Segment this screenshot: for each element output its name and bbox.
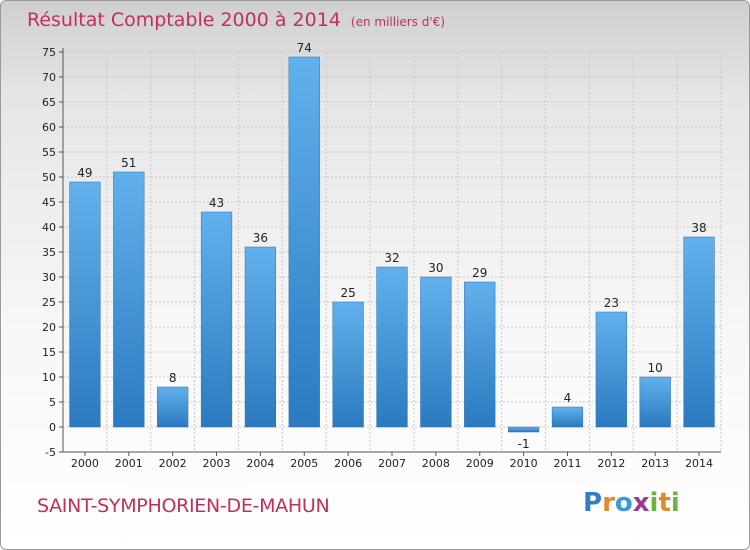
logo-letter: r	[602, 488, 615, 518]
y-tick-label: 50	[42, 171, 56, 184]
x-tick-label: 2009	[466, 457, 494, 470]
y-tick-label: 35	[42, 246, 56, 259]
bar	[244, 246, 277, 428]
data-label: 38	[691, 221, 706, 235]
y-tick-label: 15	[42, 346, 56, 359]
bar	[288, 56, 320, 428]
x-tick-label: 2005	[290, 457, 318, 470]
data-label: 51	[121, 156, 136, 170]
data-label: 29	[472, 266, 487, 280]
y-tick-label: 65	[42, 96, 56, 109]
x-tick-label: 2001	[115, 457, 143, 470]
x-tick-label: 2000	[71, 457, 99, 470]
data-label: -1	[518, 437, 530, 451]
data-label: 30	[428, 261, 443, 275]
y-tick-label: 40	[42, 221, 56, 234]
bar	[595, 311, 627, 428]
chart-title-text: Résultat Comptable 2000 à 2014	[27, 9, 341, 31]
y-tick-label: 75	[42, 46, 56, 59]
data-label: 74	[297, 41, 312, 55]
x-tick-label: 2002	[159, 457, 187, 470]
logo-letter: x	[632, 488, 650, 518]
x-tick-label: 2010	[510, 457, 538, 470]
axes	[59, 48, 721, 456]
y-tick-label: 10	[42, 371, 56, 384]
x-tick-label: 2006	[334, 457, 362, 470]
y-tick-label: 45	[42, 196, 56, 209]
x-tick-label: 2014	[685, 457, 713, 470]
x-tick-label: 2012	[597, 457, 625, 470]
bar	[332, 301, 364, 428]
data-label: 8	[169, 371, 177, 385]
y-tick-label: 5	[49, 396, 56, 409]
bar	[551, 406, 584, 428]
proxiti-logo[interactable]: Proxiti	[583, 488, 680, 518]
bar	[420, 276, 452, 428]
y-tick-label: 70	[42, 71, 56, 84]
logo-letter: o	[614, 488, 633, 518]
bar	[376, 266, 408, 428]
x-tick-label: 2003	[203, 457, 231, 470]
data-label: 49	[77, 166, 92, 180]
y-tick-label: 0	[49, 421, 56, 434]
logo-letter: t	[658, 488, 671, 518]
data-labels: 49 51 8 43 36 74 25 32 30 29 -1 4 23 10 38	[77, 41, 706, 451]
x-tick-label: 2007	[378, 457, 406, 470]
x-tick-label: 2013	[641, 457, 669, 470]
bars	[69, 56, 715, 433]
bar	[639, 376, 671, 428]
x-tick-labels: 2000 2001 2002 2003 2004 2005 2006 2007 2008 2009…	[71, 457, 713, 470]
y-tick-label: -5	[45, 446, 56, 459]
bar	[69, 181, 101, 428]
bar	[683, 236, 715, 428]
logo-letter: i	[670, 488, 680, 518]
bar	[157, 386, 189, 428]
logo-letter: i	[649, 488, 659, 518]
commune-name: SAINT-SYMPHORIEN-DE-MAHUN	[37, 495, 330, 517]
bar	[113, 171, 145, 428]
data-label: 10	[648, 361, 663, 375]
y-tick-label: 25	[42, 296, 56, 309]
y-tick-label: 30	[42, 271, 56, 284]
bar	[507, 426, 540, 433]
logo-letter: P	[583, 488, 603, 518]
y-tick-label: 55	[42, 146, 56, 159]
data-label: 43	[209, 196, 224, 210]
x-tick-label: 2011	[553, 457, 581, 470]
x-tick-label: 2004	[246, 457, 274, 470]
chart-subtitle: (en milliers d'€)	[350, 15, 446, 29]
bar	[200, 211, 233, 428]
y-tick-labels: -5 0 5 10 15 20 25 30 35 40 45 50 55 60 65 70 75	[42, 46, 56, 459]
x-tick-label: 2008	[422, 457, 450, 470]
data-label: 36	[253, 231, 268, 245]
bar	[464, 281, 496, 428]
data-label: 25	[340, 286, 355, 300]
y-tick-label: 20	[42, 321, 56, 334]
data-label: 4	[564, 391, 572, 405]
data-label: 23	[604, 296, 619, 310]
data-label: 32	[384, 251, 399, 265]
chart-title: Résultat Comptable 2000 à 2014 (en millie…	[27, 9, 445, 31]
y-tick-label: 60	[42, 121, 56, 134]
